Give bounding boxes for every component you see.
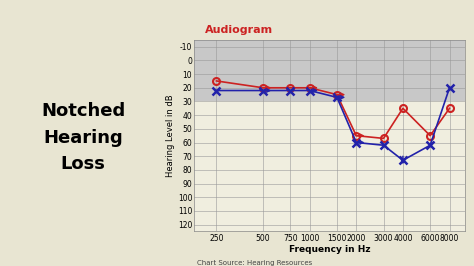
- Text: Chart Source: Hearing Resources: Chart Source: Hearing Resources: [197, 260, 312, 266]
- X-axis label: Frequency in Hz: Frequency in Hz: [289, 245, 370, 254]
- Text: Audiogram: Audiogram: [205, 25, 273, 35]
- Text: Notched
Hearing
Loss: Notched Hearing Loss: [41, 102, 125, 173]
- Bar: [194, 40, 465, 101]
- Y-axis label: Hearing Level in dB: Hearing Level in dB: [166, 94, 175, 177]
